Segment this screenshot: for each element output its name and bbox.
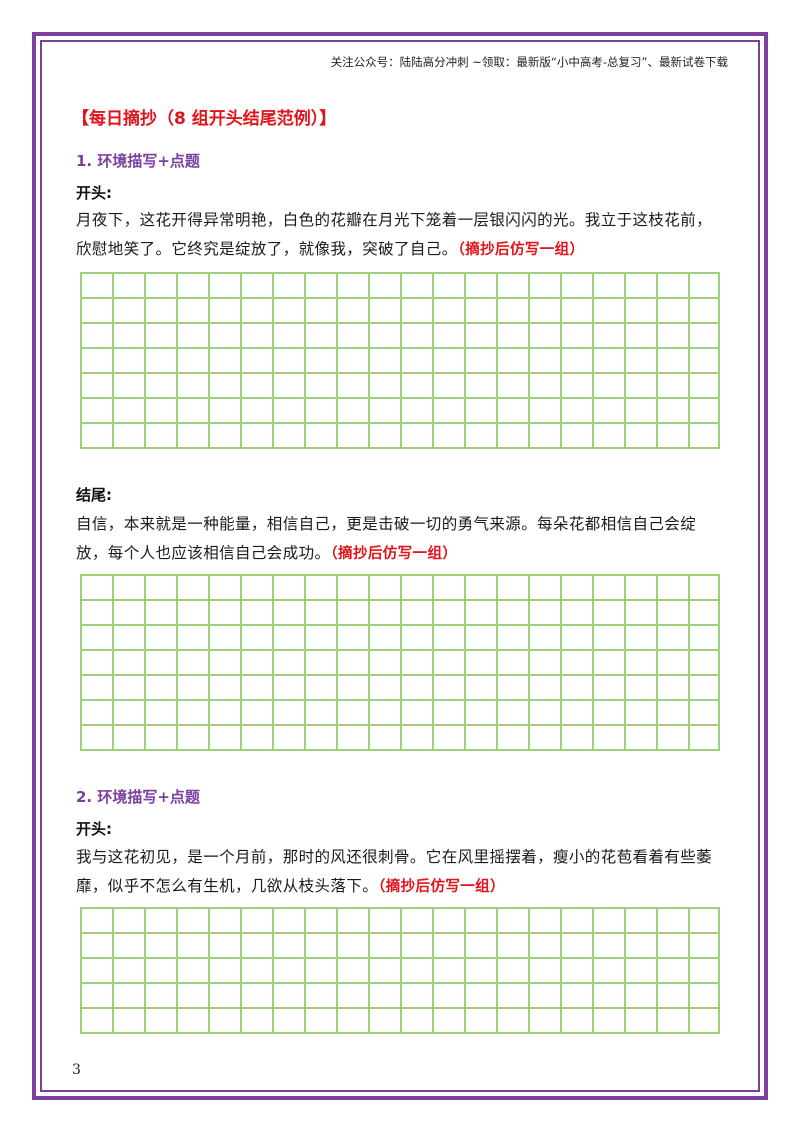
writing-grid-1[interactable]	[80, 272, 720, 449]
ending-label-1: 结尾:	[76, 486, 112, 504]
page-number: 3	[72, 1062, 81, 1078]
ending-text-1: 自信，本来就是一种能量，相信自己，更是击破一切的勇气来源。每朵花都相信自己会绽放…	[76, 515, 697, 562]
opening-passage-2: 我与这花初见，是一个月前，那时的风还很刺骨。它在风里摇摆着，瘦小的花苞看着有些萎…	[76, 843, 726, 902]
ending-instruction-1: （摘抄后仿写一组）	[330, 546, 458, 562]
ending-passage-1: 自信，本来就是一种能量，相信自己，更是击破一切的勇气来源。每朵花都相信自己会绽放…	[76, 510, 726, 569]
page-border-inner	[40, 40, 760, 1092]
writing-grid-3[interactable]	[80, 907, 720, 1034]
page-border-outer	[32, 32, 768, 1100]
opening-text-2: 我与这花初见，是一个月前，那时的风还很刺骨。它在风里摇摆着，瘦小的花苞看着有些萎…	[76, 848, 713, 895]
section-heading-1: 1. 环境描写+点题	[76, 152, 200, 170]
header-note: 关注公众号：陆陆高分冲刺 ~领取：最新版“小中高考-总复习”、最新试卷下载	[330, 55, 728, 69]
writing-grid-2[interactable]	[80, 574, 720, 751]
opening-instruction-1: （摘抄后仿写一组）	[457, 242, 585, 258]
page-title: 【每日摘抄（8 组开头结尾范例）】	[72, 109, 337, 129]
opening-label-2: 开头:	[76, 820, 112, 838]
opening-text-1: 月夜下，这花开得异常明艳，白色的花瓣在月光下笼着一层银闪闪的光。我立于这枝花前，…	[76, 211, 713, 258]
opening-instruction-2: （摘抄后仿写一组）	[378, 879, 505, 895]
opening-passage-1: 月夜下，这花开得异常明艳，白色的花瓣在月光下笼着一层银闪闪的光。我立于这枝花前，…	[76, 206, 726, 265]
opening-label-1: 开头:	[76, 184, 112, 202]
section-heading-2: 2. 环境描写+点题	[76, 788, 200, 806]
